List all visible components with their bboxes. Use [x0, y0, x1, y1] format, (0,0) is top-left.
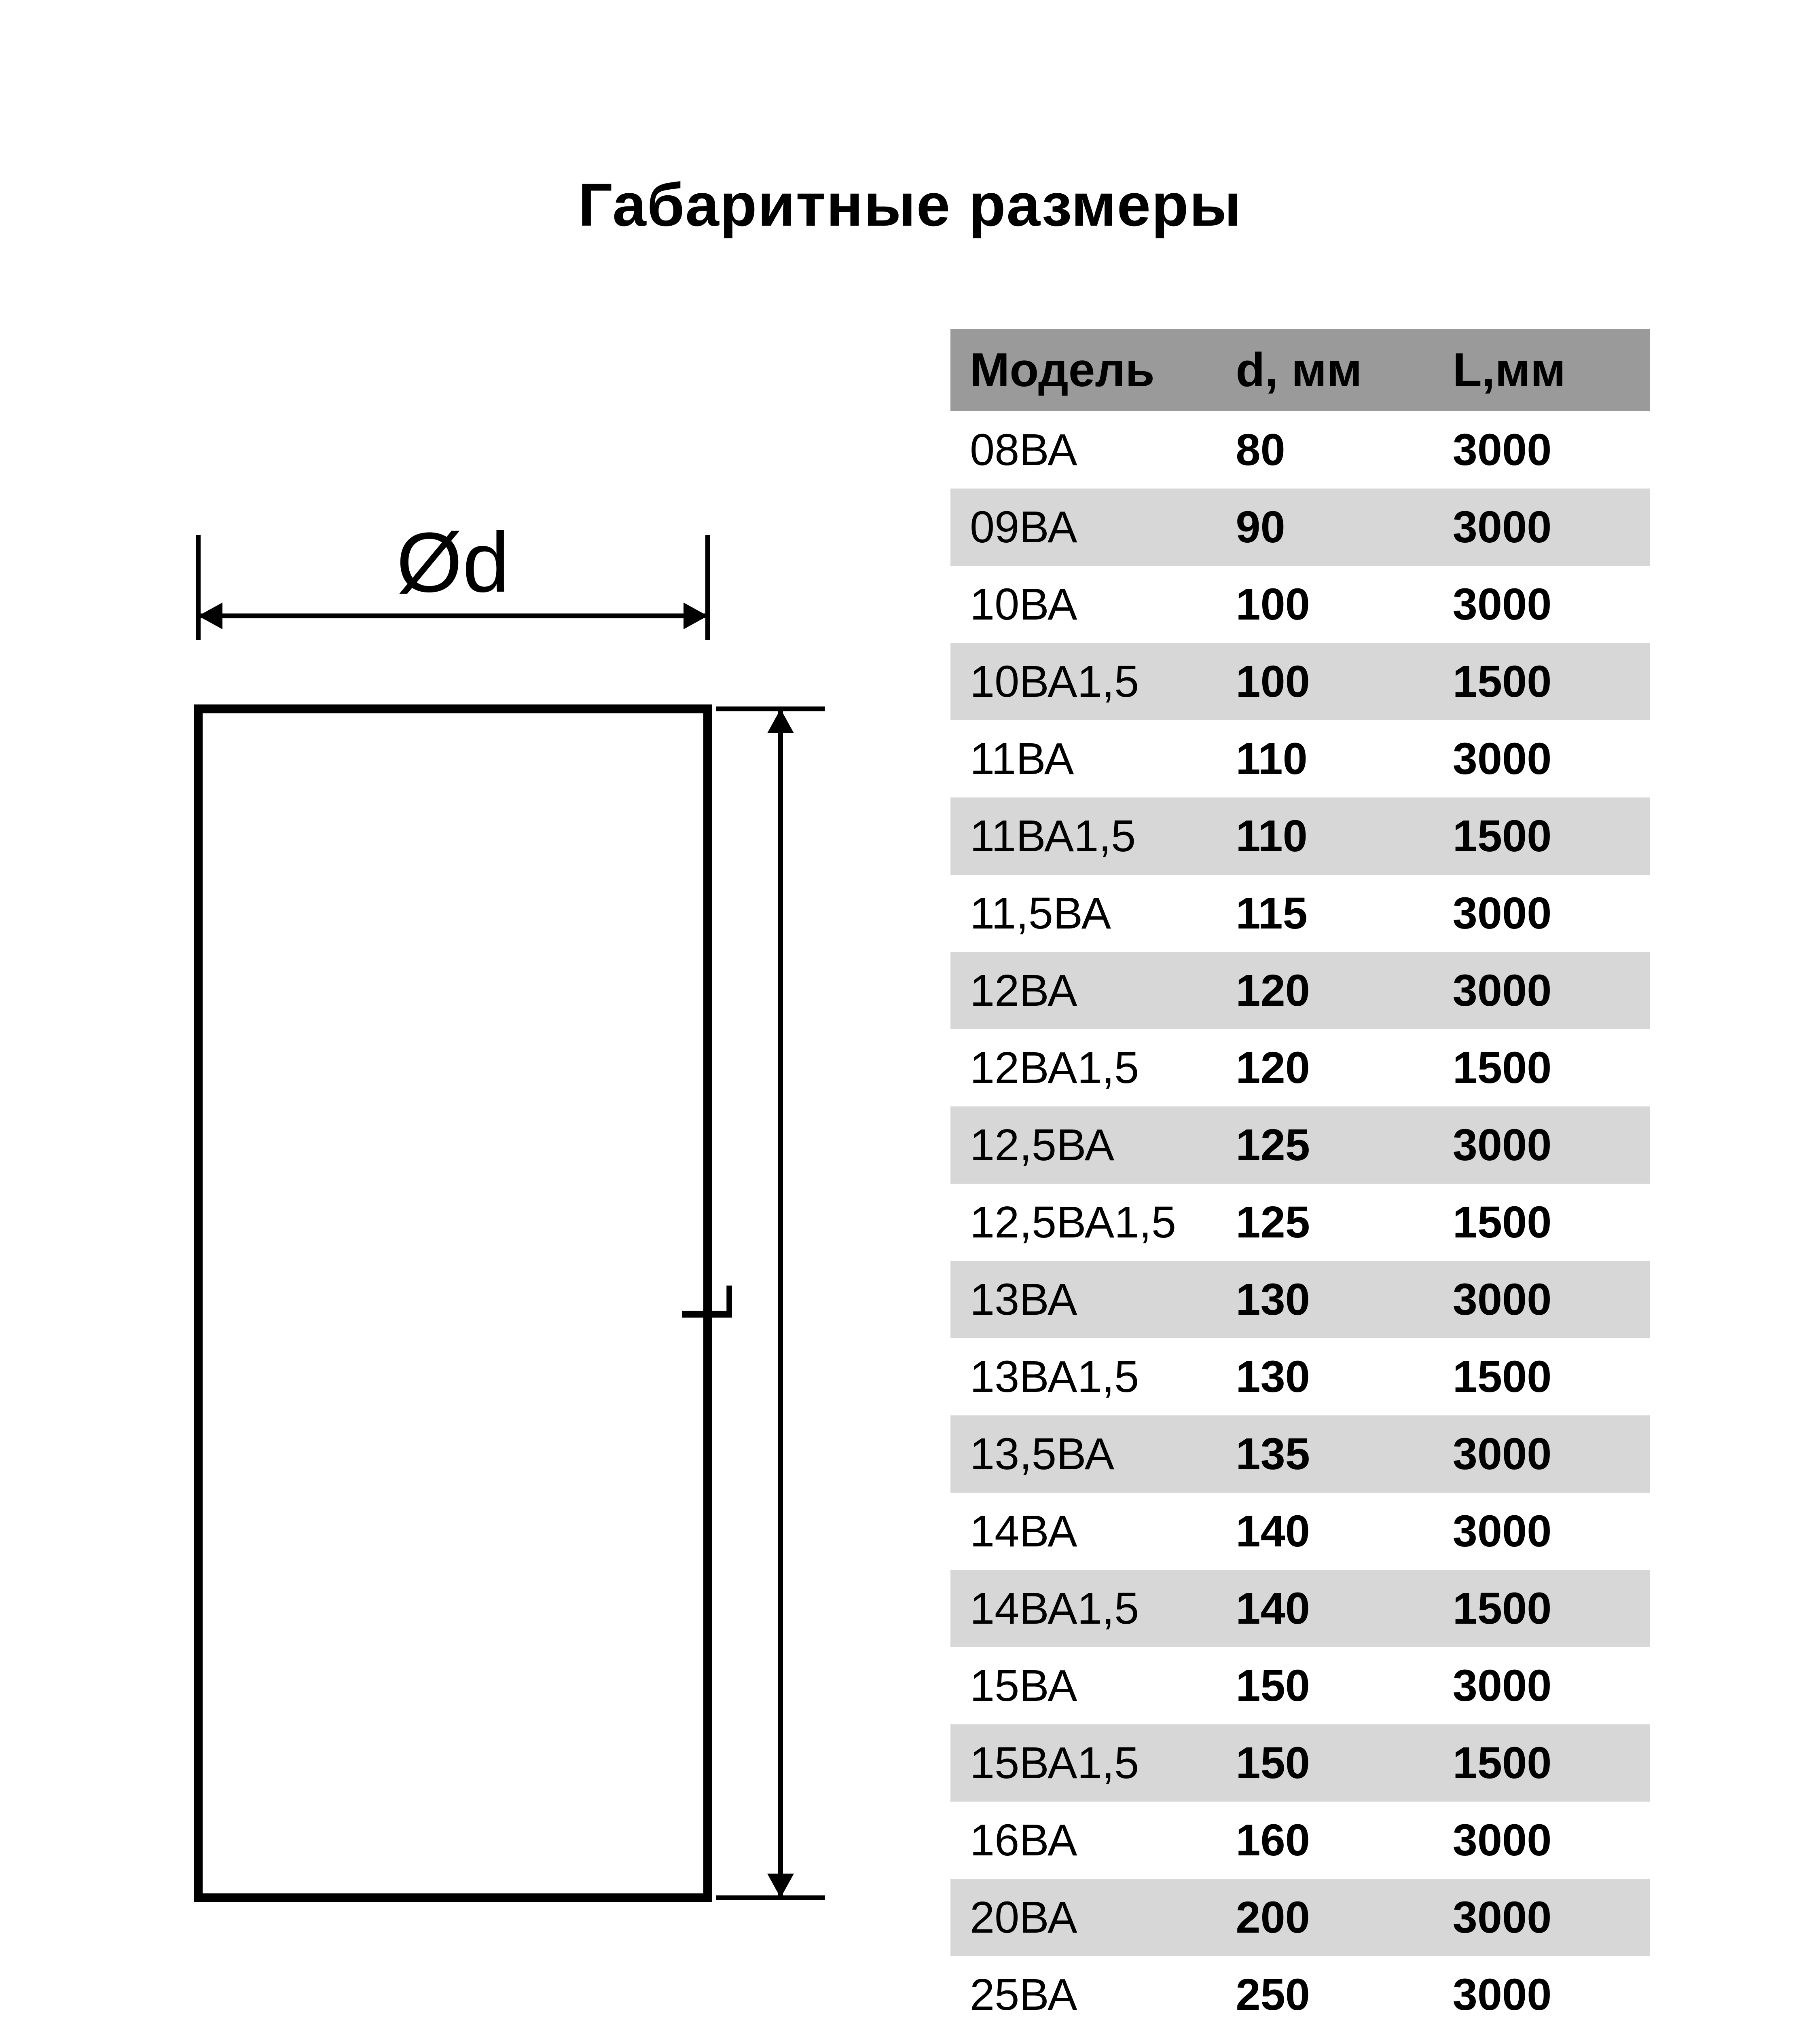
cell-d: 130: [1216, 1261, 1433, 1338]
cell-model: 12ВА: [950, 952, 1216, 1029]
cell-d: 80: [1216, 411, 1433, 489]
cell-model: 14ВА: [950, 1493, 1216, 1570]
cell-l: 3000: [1433, 1493, 1650, 1570]
cell-d: 200: [1216, 1879, 1433, 1956]
table-row: 11ВА1,51101500: [950, 797, 1650, 875]
cell-model: 16ВА: [950, 1802, 1216, 1879]
cell-d: 130: [1216, 1338, 1433, 1415]
cell-l: 1500: [1433, 797, 1650, 875]
cell-d: 120: [1216, 952, 1433, 1029]
cell-model: 15ВА1,5: [950, 1724, 1216, 1802]
table-row: 20ВА2003000: [950, 1879, 1650, 1956]
table-row: 14ВА1,51401500: [950, 1570, 1650, 1647]
cell-model: 13ВА: [950, 1261, 1216, 1338]
cell-model: 10ВА: [950, 566, 1216, 643]
cell-l: 1500: [1433, 1570, 1650, 1647]
cell-model: 11,5ВА: [950, 875, 1216, 952]
cell-d: 125: [1216, 1184, 1433, 1261]
table-header-row: Модель d, мм L,мм: [950, 329, 1650, 411]
cell-model: 08ВА: [950, 411, 1216, 489]
cell-model: 12,5ВА: [950, 1106, 1216, 1184]
cell-model: 11ВА: [950, 720, 1216, 797]
svg-text:Ød: Ød: [396, 515, 510, 610]
table-row: 10ВА1,51001500: [950, 643, 1650, 720]
table-row: 15ВА1503000: [950, 1647, 1650, 1724]
content-row: ØdL Модель d, мм L,мм 08ВА80300009ВА9030…: [170, 329, 1650, 2022]
cell-d: 100: [1216, 643, 1433, 720]
cell-l: 3000: [1433, 1647, 1650, 1724]
col-header-l: L,мм: [1433, 329, 1650, 411]
cell-l: 3000: [1433, 1879, 1650, 1956]
cell-l: 1500: [1433, 1184, 1650, 1261]
cell-l: 1500: [1433, 1338, 1650, 1415]
table-row: 25ВА2503000: [950, 1956, 1650, 2022]
cell-l: 3000: [1433, 952, 1650, 1029]
cell-model: 13ВА1,5: [950, 1338, 1216, 1415]
cell-d: 110: [1216, 797, 1433, 875]
dimension-diagram: Ød L: [170, 507, 882, 1930]
diagram-container: Ød L: [170, 329, 882, 1930]
cell-d: 90: [1216, 489, 1433, 566]
table-row: 09ВА903000: [950, 489, 1650, 566]
cell-model: 10ВА1,5: [950, 643, 1216, 720]
cell-l: 3000: [1433, 1261, 1650, 1338]
table-row: 13,5ВА1353000: [950, 1415, 1650, 1493]
table-row: 14ВА1403000: [950, 1493, 1650, 1570]
cell-d: 125: [1216, 1106, 1433, 1184]
cell-d: 140: [1216, 1570, 1433, 1647]
cell-model: 25ВА: [950, 1956, 1216, 2022]
cell-d: 120: [1216, 1029, 1433, 1106]
table-row: 16ВА1603000: [950, 1802, 1650, 1879]
cell-l: 3000: [1433, 1415, 1650, 1493]
cell-l: 3000: [1433, 720, 1650, 797]
table-row: 15ВА1,51501500: [950, 1724, 1650, 1802]
cell-d: 110: [1216, 720, 1433, 797]
cell-model: 14ВА1,5: [950, 1570, 1216, 1647]
cell-model: 15ВА: [950, 1647, 1216, 1724]
table-row: 12ВА1203000: [950, 952, 1650, 1029]
cell-d: 115: [1216, 875, 1433, 952]
cell-model: 13,5ВА: [950, 1415, 1216, 1493]
cell-d: 150: [1216, 1724, 1433, 1802]
svg-text:L: L: [667, 1283, 748, 1324]
table-row: 10ВА1003000: [950, 566, 1650, 643]
col-header-model: Модель: [950, 329, 1216, 411]
cell-l: 3000: [1433, 411, 1650, 489]
cell-l: 3000: [1433, 1956, 1650, 2022]
cell-l: 3000: [1433, 875, 1650, 952]
cell-model: 12ВА1,5: [950, 1029, 1216, 1106]
cell-d: 160: [1216, 1802, 1433, 1879]
table-row: 12,5ВА1253000: [950, 1106, 1650, 1184]
cell-l: 3000: [1433, 1106, 1650, 1184]
cell-l: 3000: [1433, 489, 1650, 566]
cell-l: 1500: [1433, 1029, 1650, 1106]
table-row: 13ВА1,51301500: [950, 1338, 1650, 1415]
table-body: 08ВА80300009ВА90300010ВА100300010ВА1,510…: [950, 411, 1650, 2022]
table-row: 11ВА1103000: [950, 720, 1650, 797]
cell-d: 135: [1216, 1415, 1433, 1493]
table-row: 11,5ВА1153000: [950, 875, 1650, 952]
cell-model: 09ВА: [950, 489, 1216, 566]
dimensions-table: Модель d, мм L,мм 08ВА80300009ВА90300010…: [950, 329, 1650, 2022]
cell-d: 140: [1216, 1493, 1433, 1570]
cell-d: 100: [1216, 566, 1433, 643]
cell-model: 11ВА1,5: [950, 797, 1216, 875]
cell-l: 3000: [1433, 1802, 1650, 1879]
page-title: Габаритные размеры: [170, 170, 1650, 240]
table-row: 13ВА1303000: [950, 1261, 1650, 1338]
cell-model: 12,5ВА1,5: [950, 1184, 1216, 1261]
dimensions-table-container: Модель d, мм L,мм 08ВА80300009ВА90300010…: [950, 329, 1650, 2022]
cell-d: 150: [1216, 1647, 1433, 1724]
cell-l: 1500: [1433, 1724, 1650, 1802]
page: Габаритные размеры Ød L Модель d, мм L,мм: [0, 0, 1820, 2022]
cell-model: 20ВА: [950, 1879, 1216, 1956]
cell-l: 1500: [1433, 643, 1650, 720]
cell-l: 3000: [1433, 566, 1650, 643]
col-header-d: d, мм: [1216, 329, 1433, 411]
table-row: 08ВА803000: [950, 411, 1650, 489]
table-row: 12,5ВА1,51251500: [950, 1184, 1650, 1261]
table-row: 12ВА1,51201500: [950, 1029, 1650, 1106]
cell-d: 250: [1216, 1956, 1433, 2022]
